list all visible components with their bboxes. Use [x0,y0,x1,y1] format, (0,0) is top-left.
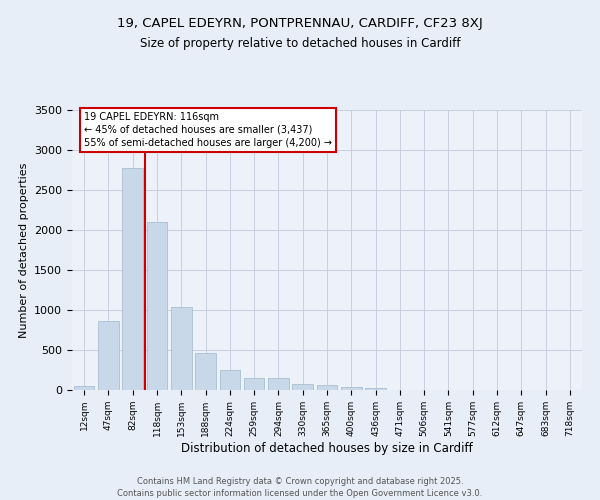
Bar [268,378,289,390]
Bar [146,222,167,390]
Text: 19, CAPEL EDEYRN, PONTPRENNAU, CARDIFF, CF23 8XJ: 19, CAPEL EDEYRN, PONTPRENNAU, CARDIFF, … [117,18,483,30]
Bar [98,321,119,390]
Y-axis label: Number of detached properties: Number of detached properties [19,162,29,338]
Text: Contains HM Land Registry data © Crown copyright and database right 2025.
Contai: Contains HM Land Registry data © Crown c… [118,476,482,498]
X-axis label: Distribution of detached houses by size in Cardiff: Distribution of detached houses by size … [181,442,473,454]
Text: 19 CAPEL EDEYRN: 116sqm
← 45% of detached houses are smaller (3,437)
55% of semi: 19 CAPEL EDEYRN: 116sqm ← 45% of detache… [85,112,332,148]
Bar [195,353,216,390]
Bar [171,307,191,390]
Text: Size of property relative to detached houses in Cardiff: Size of property relative to detached ho… [140,38,460,51]
Bar [220,370,240,390]
Bar [292,384,313,390]
Bar [341,387,362,390]
Bar [74,386,94,390]
Bar [122,168,143,390]
Bar [365,388,386,390]
Bar [244,378,265,390]
Bar [317,385,337,390]
